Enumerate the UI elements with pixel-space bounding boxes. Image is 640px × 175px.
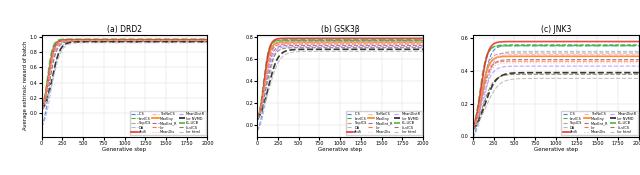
Legend: ICS, bnrICS, SkpICS, DA, AniS, TorNeCS, MaxEny, MaxEnt_R, Ivr, MeanDis, MeanDist: ICS, bnrICS, SkpICS, DA, AniS, TorNeCS, … [346, 111, 422, 135]
Title: (c) JNK3: (c) JNK3 [541, 25, 571, 34]
Legend: ICS, bnrICS, SkpICS, DA, AniS, TorNeCS, MaxEny, MaxEnt_R, Ivr, MeanDis, MeanDist: ICS, bnrICS, SkpICS, DA, AniS, TorNeCS, … [130, 111, 207, 135]
Legend: ICS, bnrICS, SkpICS, DA, AniS, TorNeCS, MaxEny, MaxEnt_R, Ivr, MeanDis, MeanDist: ICS, bnrICS, SkpICS, DA, AniS, TorNeCS, … [561, 111, 637, 135]
X-axis label: Generative step: Generative step [534, 147, 578, 152]
Title: (b) GSK3β: (b) GSK3β [321, 25, 360, 34]
X-axis label: Generative step: Generative step [102, 147, 147, 152]
X-axis label: Generative step: Generative step [318, 147, 362, 152]
Y-axis label: Average extrinsic reward of batch: Average extrinsic reward of batch [23, 41, 28, 130]
Title: (a) DRD2: (a) DRD2 [107, 25, 142, 34]
